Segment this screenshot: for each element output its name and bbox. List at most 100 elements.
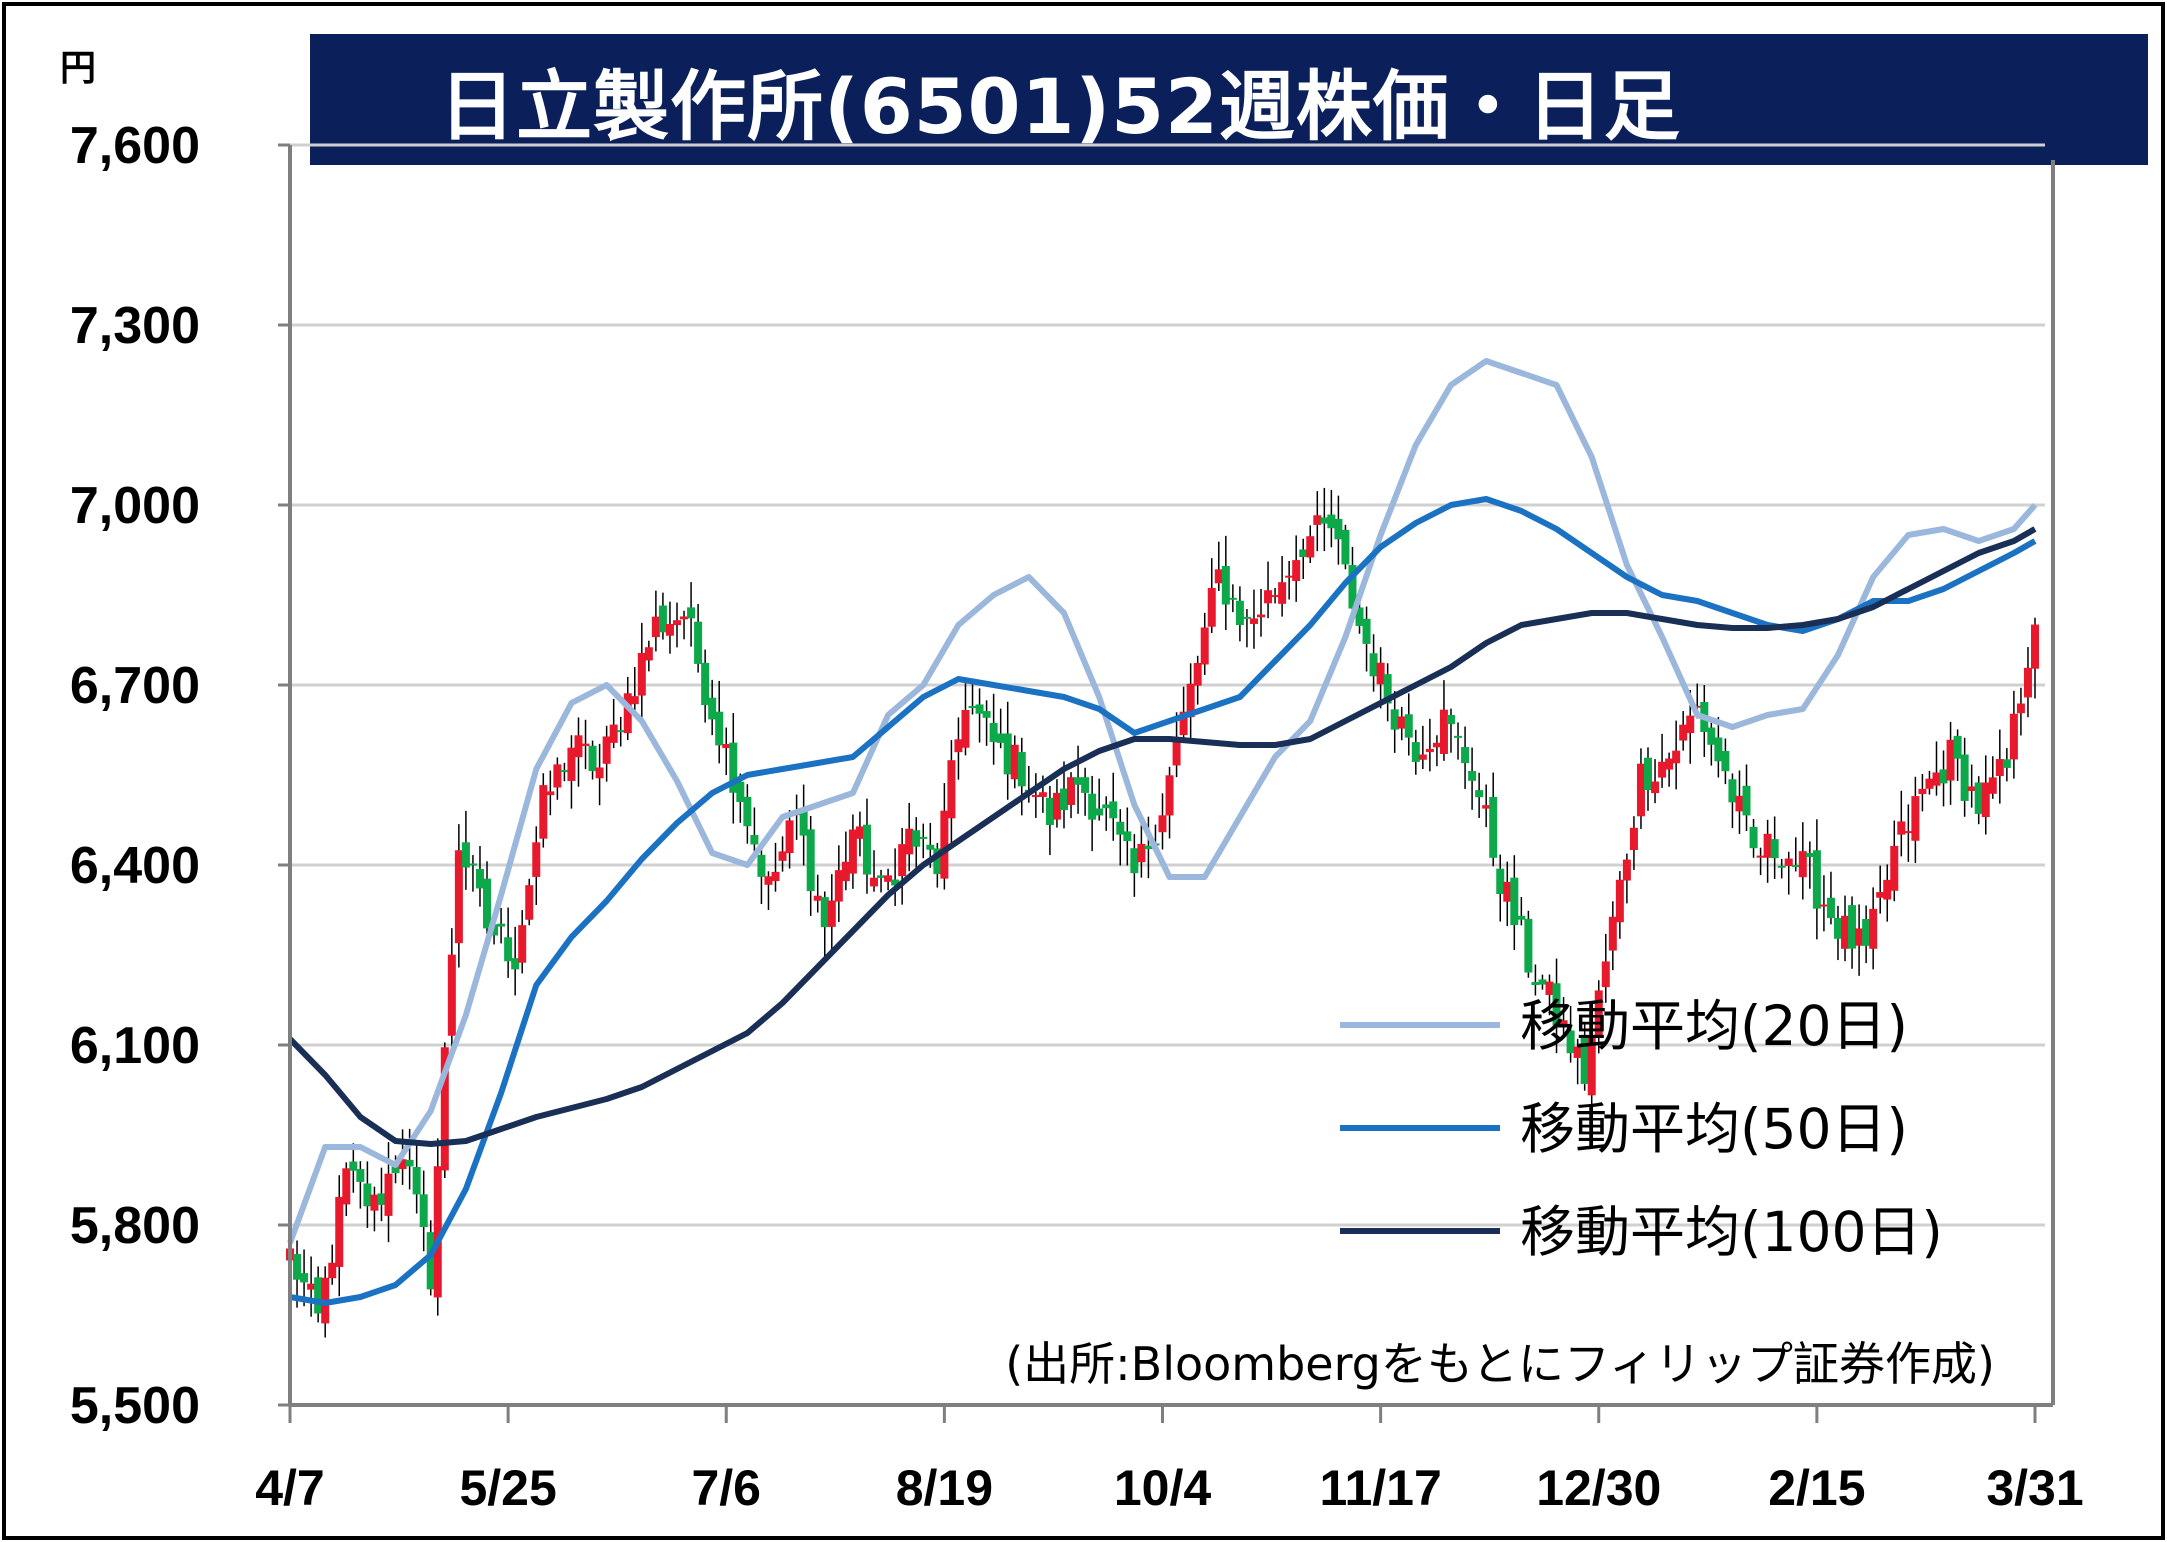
x-tick-label: 2/15 (1768, 1460, 1865, 1516)
candle-body (1538, 979, 1547, 985)
candle-body (1397, 716, 1406, 729)
candle-body (630, 696, 639, 705)
candle-body (1876, 892, 1885, 898)
candle-body (1278, 582, 1287, 604)
candle-body (1601, 961, 1610, 988)
x-tick-labels: 4/7 5/25 7/6 8/19 10/4 11/17 12/30 2/15 3/31 (255, 1405, 2084, 1516)
candle-body (377, 1193, 386, 1205)
candle-body (518, 925, 527, 963)
y-tick-label: 6,400 (70, 837, 200, 895)
candle-body (1939, 769, 1948, 784)
candle-body (1869, 908, 1878, 949)
candle-body (1264, 590, 1273, 604)
candle-body (658, 605, 667, 633)
candle-body (1158, 815, 1167, 833)
candle-body (1439, 709, 1448, 754)
candle-body (1038, 792, 1047, 797)
candle-body (637, 652, 646, 696)
candle-body (1095, 808, 1104, 816)
candle-body (433, 1166, 442, 1298)
candle-body (1932, 772, 1941, 786)
candle-body (1088, 793, 1097, 820)
x-tick-label: 12/30 (1536, 1460, 1661, 1516)
candle-body (349, 1161, 358, 1171)
candle-body (1031, 794, 1040, 798)
candle-body (546, 791, 555, 796)
candle-body (1074, 777, 1083, 785)
candle-body (1918, 788, 1927, 795)
candle-body (398, 1159, 407, 1170)
candle-body (1348, 565, 1357, 609)
candle-body (884, 875, 893, 882)
candle-body (1207, 587, 1216, 627)
ma50-line (289, 496, 2037, 1306)
candle-body (1003, 733, 1012, 775)
candle-body (1179, 711, 1188, 736)
legend-label-ma100: 移動平均(100日) (1520, 1200, 1943, 1264)
candle-body (1714, 737, 1723, 762)
candle-body (1362, 618, 1371, 644)
candle-body (1235, 600, 1244, 626)
legend: 移動平均(20日) 移動平均(50日) 移動平均(100日) (1340, 994, 1943, 1264)
candle-body (877, 875, 886, 878)
candle-body (1411, 742, 1420, 762)
candle-body (384, 1173, 393, 1216)
candle-body (1665, 758, 1674, 770)
y-tick-label: 6,700 (70, 657, 200, 715)
candle-body (588, 745, 597, 772)
y-tick-label: 7,000 (70, 477, 200, 535)
candle-body (1573, 1046, 1582, 1058)
candle-body (1587, 1036, 1596, 1096)
candle-body (1200, 627, 1209, 665)
x-tick-label: 8/19 (896, 1460, 993, 1516)
candle-body (1109, 801, 1118, 819)
x-tick-label: 10/4 (1114, 1460, 1212, 1516)
candle-body (609, 724, 618, 743)
candle-body (1686, 715, 1695, 734)
candle-body (567, 747, 576, 782)
title-bar (310, 34, 2148, 165)
candle-body (1137, 843, 1146, 863)
candle-body (827, 900, 836, 927)
axis-layer (288, 145, 2055, 1407)
candle-body (1503, 881, 1512, 902)
candle-body (1067, 777, 1076, 805)
candle-body (504, 937, 513, 962)
candle-body (1883, 879, 1892, 900)
candle-body (1257, 614, 1266, 618)
candle-body (862, 824, 871, 875)
candle-body (687, 607, 696, 619)
candle-body (1299, 549, 1308, 558)
candle-body (1165, 775, 1174, 816)
candle-body (1306, 536, 1315, 558)
candle-body (1017, 752, 1026, 787)
x-tick-label: 11/17 (1319, 1460, 1441, 1516)
candle-body (1693, 705, 1702, 708)
candle-body (891, 879, 900, 886)
candle-body (1081, 777, 1090, 793)
candle-body (940, 810, 949, 879)
grid-layer (278, 143, 2045, 1407)
candle-body (454, 850, 463, 944)
candle-body (1749, 826, 1758, 849)
candle-body (736, 781, 745, 802)
candle-body (2009, 713, 2018, 760)
y-tick-label: 5,500 (70, 1377, 200, 1435)
candle-body (813, 895, 822, 901)
candle-body (328, 1262, 337, 1279)
candle-body (2023, 667, 2032, 698)
candle-body (1946, 739, 1955, 781)
candle-body (1805, 853, 1814, 858)
candle-body (1784, 858, 1793, 866)
candle-body (539, 785, 548, 839)
candle-body (1855, 928, 1864, 946)
candle-body (602, 736, 611, 764)
candle-body (771, 871, 780, 882)
candle-body (1777, 865, 1786, 868)
candle-body (644, 647, 653, 661)
candle-body (764, 876, 773, 885)
candle-body (1594, 990, 1603, 1038)
candle-body (806, 829, 815, 892)
candle-body (595, 767, 604, 779)
